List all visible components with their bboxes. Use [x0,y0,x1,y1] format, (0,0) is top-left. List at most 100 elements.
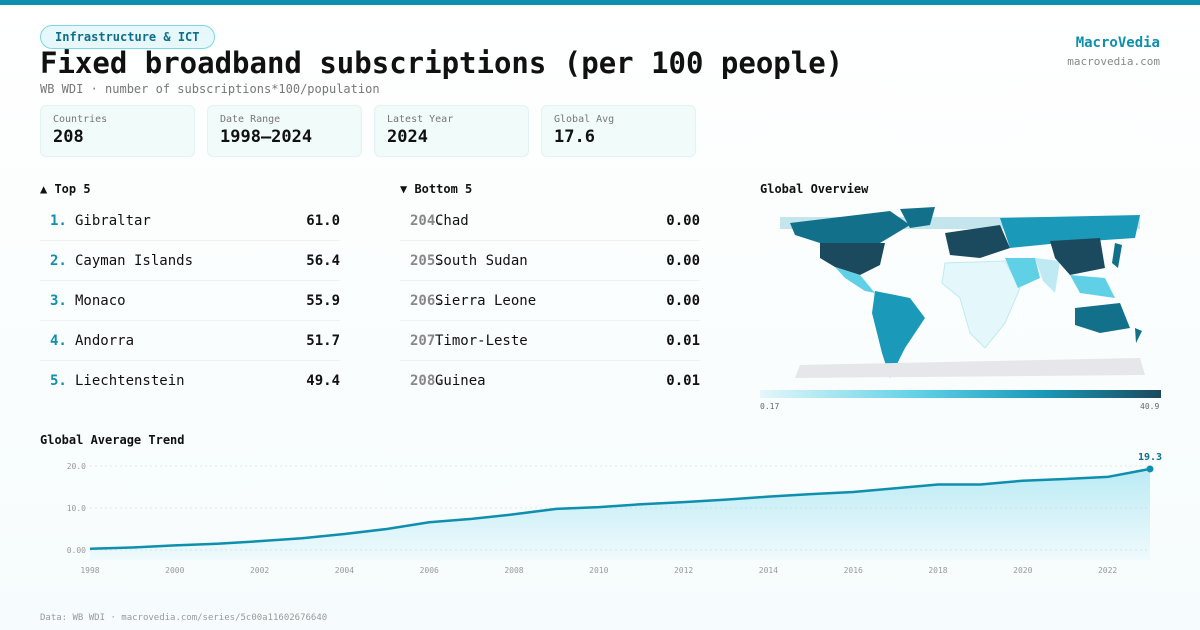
page-title: Fixed broadband subscriptions (per 100 p… [40,46,844,80]
world-choropleth-map[interactable] [760,203,1160,381]
x-tick-label: 2022 [1098,566,1117,575]
country-value: 0.00 [666,252,700,269]
map-middle-east[interactable] [1005,258,1040,288]
category-tag[interactable]: Infrastructure & ICT [40,25,215,49]
brand-site[interactable]: macrovedia.com [1067,55,1160,68]
country-name: Guinea [435,373,486,389]
x-tick-label: 2020 [1013,566,1032,575]
map-mexico-central-america[interactable] [835,267,875,293]
rank: 4. [50,332,67,349]
legend-max-label: 40.9 [1140,402,1160,411]
rank: 205. [410,252,444,269]
map-japan[interactable] [1112,243,1122,268]
stat-value: 1998–2024 [220,127,313,147]
y-tick-label: 10.0 [67,504,86,513]
stat-label: Global Avg [554,114,615,125]
country-name: Chad [435,212,469,229]
rank: 2. [50,252,67,269]
stat-label: Countries [53,114,108,125]
y-tick-label: 20.0 [67,462,86,471]
country-name: Monaco [75,292,126,309]
legend-min-label: 0.17 [760,402,780,411]
rank: 3. [50,292,67,309]
ranking-row[interactable]: 4. Andorra 51.7 [40,321,340,361]
ranking-row[interactable]: 204. Chad 0.00 [400,201,700,241]
trend-heading: Global Average Trend [40,433,185,447]
rank: 5. [50,373,67,389]
stat-label: Latest Year [387,114,454,125]
ranking-row[interactable]: 208. Guinea 0.01 [400,361,700,401]
country-name: Gibraltar [75,212,151,229]
rank: 208. [410,373,444,389]
stat-global-avg: Global Avg 17.6 [541,105,696,157]
subtitle: WB WDI · number of subscriptions*100/pop… [40,82,380,96]
map-new-zealand[interactable] [1135,328,1142,343]
x-tick-label: 2006 [420,566,439,575]
trend-chart: 0.00 10.0 20.0 1998 2000 2002 2004 2006 2008 2010… [67,452,1162,575]
map-greenland[interactable] [900,207,935,228]
top5-heading: ▲ Top 5 [40,182,91,196]
country-value: 56.4 [306,252,340,269]
stat-value: 208 [53,127,84,147]
country-value: 61.0 [306,212,340,229]
country-value: 0.00 [666,212,700,229]
x-tick-label: 2012 [674,566,693,575]
y-tick-label: 0.00 [67,546,86,555]
country-value: 0.01 [666,373,700,389]
country-value: 0.01 [666,332,700,349]
x-tick-label: 2008 [504,566,523,575]
bottom5-heading: ▼ Bottom 5 [400,182,473,196]
country-name: Timor-Leste [435,332,528,349]
map-south-america[interactable] [872,291,925,378]
country-name: Cayman Islands [75,252,194,269]
x-tick-label: 1998 [80,566,99,575]
ranking-row[interactable]: 206. Sierra Leone 0.00 [400,281,700,321]
rank: 204. [410,212,444,229]
ranking-row[interactable]: 2. Cayman Islands 56.4 [40,241,340,281]
map-heading: Global Overview [760,182,869,196]
trend-line [89,467,1151,550]
ranking-row[interactable]: 5. Liechtenstein 49.4 [40,361,340,401]
country-value: 51.7 [306,332,340,349]
rank: 207. [410,332,444,349]
map-south-asia[interactable] [1035,258,1060,293]
top5-list: 1. Gibraltar 61.0 2. Cayman Islands 56.4 3. Mon… [40,201,340,401]
map-europe[interactable] [945,225,1010,258]
stat-latest-year: Latest Year 2024 [374,105,529,157]
rank: 1. [50,212,67,229]
stat-label: Date Range [220,114,281,125]
rank: 206. [410,292,444,309]
map-antarctica [795,358,1145,378]
x-tick-label: 2016 [844,566,863,575]
stat-date-range: Date Range 1998–2024 [207,105,362,157]
ranking-row[interactable]: 1. Gibraltar 61.0 [40,201,340,241]
brand-name[interactable]: MacroVedia [1075,35,1160,51]
last-value-label: 19.3 [1138,452,1162,463]
country-name: Liechtenstein [75,373,185,389]
stat-countries: Countries 208 [40,105,195,157]
x-tick-label: 2018 [928,566,947,575]
map-usa[interactable] [820,243,885,275]
country-value: 55.9 [306,292,340,309]
ranking-row[interactable]: 207. Timor-Leste 0.01 [400,321,700,361]
x-tick-label: 2004 [335,566,354,575]
x-tick-label: 2002 [250,566,269,575]
map-southeast-asia[interactable] [1070,275,1115,298]
ranking-row[interactable]: 3. Monaco 55.9 [40,281,340,321]
map-australia[interactable] [1075,303,1130,333]
data-point [1146,465,1154,473]
stat-value: 17.6 [554,127,595,147]
stat-value: 2024 [387,127,428,147]
bottom5-list: 204. Chad 0.00 205. South Sudan 0.00 206. Sierr… [400,201,700,401]
x-tick-label: 2000 [165,566,184,575]
ranking-row[interactable]: 205. South Sudan 0.00 [400,241,700,281]
map-africa[interactable] [941,260,1021,349]
map-canada[interactable] [790,211,910,243]
country-value: 49.4 [306,373,340,389]
country-name: South Sudan [435,252,528,269]
top-accent-bar [0,0,1200,5]
map-china[interactable] [1050,238,1105,275]
map-russia[interactable] [1000,215,1140,248]
country-name: Sierra Leone [435,292,537,309]
footer-source: Data: WB WDI · macrovedia.com/series/5c0… [40,613,328,623]
